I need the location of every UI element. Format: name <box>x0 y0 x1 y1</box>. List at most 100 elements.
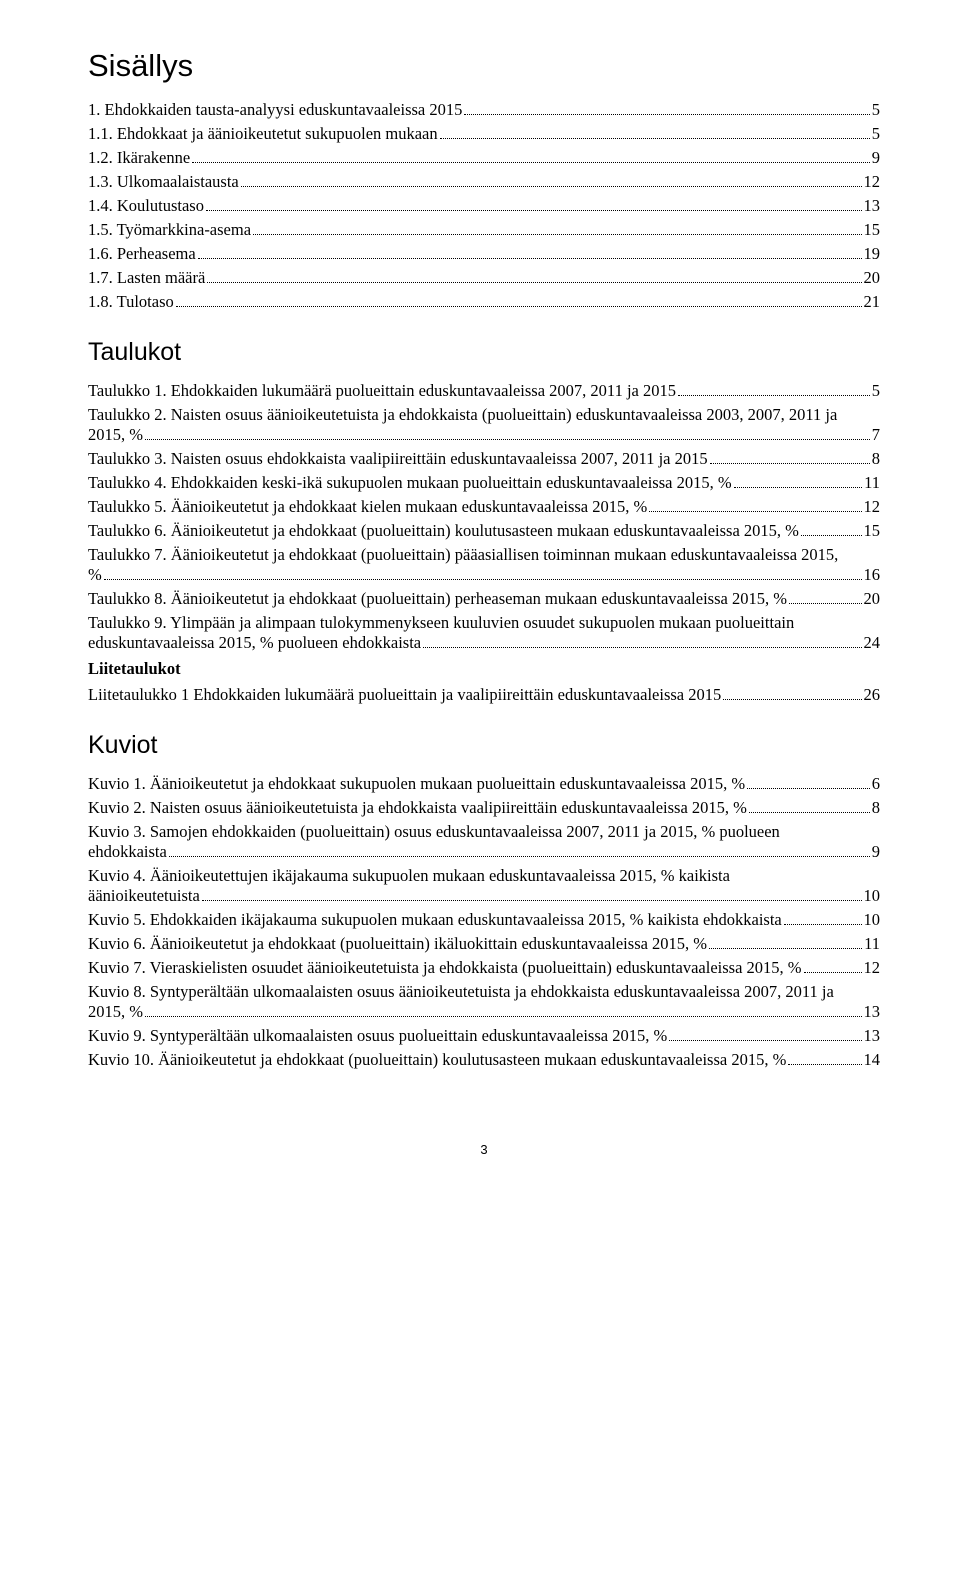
toc-page: 7 <box>872 425 880 445</box>
toc-page: 5 <box>872 100 880 120</box>
toc-label: 1.5. Työmarkkina-asema <box>88 220 251 240</box>
toc-label: Taulukko 9. Ylimpään ja alimpaan tulokym… <box>88 613 880 633</box>
toc-entry: Kuvio 8. Syntyperältään ulkomaalaisten o… <box>88 982 880 1022</box>
toc-entry: 1.4. Koulutustaso 13 <box>88 196 880 216</box>
toc-label: 1.6. Perheasema <box>88 244 196 264</box>
toc-page: 14 <box>864 1050 881 1070</box>
toc-dots <box>723 699 861 700</box>
toc-dots <box>669 1040 861 1041</box>
toc-label: 1.2. Ikärakenne <box>88 148 190 168</box>
toc-entry: Taulukko 5. Äänioikeutetut ja ehdokkaat … <box>88 497 880 517</box>
toc-dots <box>440 138 870 139</box>
toc-dots <box>710 463 870 464</box>
toc-entry: Kuvio 6. Äänioikeutetut ja ehdokkaat (pu… <box>88 934 880 954</box>
toc-label: Kuvio 9. Syntyperältään ulkomaalaisten o… <box>88 1026 667 1046</box>
title-taulukot: Taulukot <box>88 338 880 367</box>
toc-dots <box>169 856 870 857</box>
toc-dots <box>241 186 862 187</box>
toc-label: Taulukko 6. Äänioikeutetut ja ehdokkaat … <box>88 521 799 541</box>
toc-dots <box>464 114 869 115</box>
toc-page: 26 <box>864 685 881 705</box>
toc-page: 15 <box>864 521 881 541</box>
toc-label: Liitetaulukko 1 Ehdokkaiden lukumäärä pu… <box>88 685 721 705</box>
toc-label: Taulukko 2. Naisten osuus äänioikeutetui… <box>88 405 880 425</box>
toc-entry: 1.3. Ulkomaalaistausta 12 <box>88 172 880 192</box>
toc-page: 11 <box>864 934 880 954</box>
toc-kuviot: Kuvio 1. Äänioikeutetut ja ehdokkaat suk… <box>88 774 880 1070</box>
toc-dots <box>804 972 862 973</box>
toc-page: 20 <box>864 268 881 288</box>
toc-page: 10 <box>864 910 881 930</box>
toc-entry: Kuvio 1. Äänioikeutetut ja ehdokkaat suk… <box>88 774 880 794</box>
toc-dots <box>747 788 870 789</box>
toc-label-cont: 2015, % <box>88 425 143 445</box>
toc-page: 13 <box>864 196 881 216</box>
toc-entry: Taulukko 3. Naisten osuus ehdokkaista va… <box>88 449 880 469</box>
toc-label: Kuvio 2. Naisten osuus äänioikeutetuista… <box>88 798 747 818</box>
toc-entry: 1. Ehdokkaiden tausta-analyysi eduskunta… <box>88 100 880 120</box>
toc-page: 6 <box>872 774 880 794</box>
toc-dots <box>202 900 862 901</box>
toc-entry: Taulukko 4. Ehdokkaiden keski-ikä sukupu… <box>88 473 880 493</box>
toc-dots <box>198 258 862 259</box>
toc-entry: 1.2. Ikärakenne 9 <box>88 148 880 168</box>
toc-page: 8 <box>872 798 880 818</box>
toc-entry: 1.6. Perheasema 19 <box>88 244 880 264</box>
toc-liitetaulukot: Liitetaulukko 1 Ehdokkaiden lukumäärä pu… <box>88 685 880 705</box>
toc-label-cont: äänioikeutetuista <box>88 886 200 906</box>
toc-dots <box>649 511 861 512</box>
toc-entry: Liitetaulukko 1 Ehdokkaiden lukumäärä pu… <box>88 685 880 705</box>
toc-label: Kuvio 3. Samojen ehdokkaiden (puolueitta… <box>88 822 880 842</box>
toc-entry: 1.7. Lasten määrä 20 <box>88 268 880 288</box>
toc-label: 1.1. Ehdokkaat ja äänioikeutetut sukupuo… <box>88 124 438 144</box>
toc-page: 10 <box>864 886 881 906</box>
toc-label: 1.3. Ulkomaalaistausta <box>88 172 239 192</box>
title-kuviot: Kuviot <box>88 731 880 760</box>
toc-page: 21 <box>864 292 881 312</box>
toc-dots <box>192 162 870 163</box>
toc-entry: Kuvio 7. Vieraskielisten osuudet äänioik… <box>88 958 880 978</box>
toc-entry: 1.8. Tulotaso 21 <box>88 292 880 312</box>
toc-dots <box>145 1016 862 1017</box>
toc-dots <box>678 395 870 396</box>
toc-dots <box>734 487 863 488</box>
toc-dots <box>749 812 870 813</box>
toc-page: 24 <box>864 633 881 653</box>
toc-dots <box>176 306 862 307</box>
toc-page: 13 <box>864 1002 881 1022</box>
toc-entry: Kuvio 4. Äänioikeutettujen ikäjakauma su… <box>88 866 880 906</box>
toc-label: 1.4. Koulutustaso <box>88 196 204 216</box>
title-sisallys: Sisällys <box>88 48 880 84</box>
toc-label: Kuvio 7. Vieraskielisten osuudet äänioik… <box>88 958 802 978</box>
title-liitetaulukot: Liitetaulukot <box>88 659 880 679</box>
toc-page: 9 <box>872 842 880 862</box>
toc-page: 20 <box>864 589 881 609</box>
toc-page: 12 <box>864 172 881 192</box>
toc-entry: Kuvio 3. Samojen ehdokkaiden (puolueitta… <box>88 822 880 862</box>
toc-page: 9 <box>872 148 880 168</box>
toc-label: Taulukko 1. Ehdokkaiden lukumäärä puolue… <box>88 381 676 401</box>
toc-dots <box>801 535 862 536</box>
toc-label: Kuvio 1. Äänioikeutetut ja ehdokkaat suk… <box>88 774 745 794</box>
toc-label: Kuvio 6. Äänioikeutetut ja ehdokkaat (pu… <box>88 934 707 954</box>
toc-dots <box>788 1064 861 1065</box>
toc-page: 16 <box>864 565 881 585</box>
toc-label-cont: ehdokkaista <box>88 842 167 862</box>
toc-dots <box>206 210 862 211</box>
toc-entry: Taulukko 6. Äänioikeutetut ja ehdokkaat … <box>88 521 880 541</box>
toc-dots <box>145 439 870 440</box>
toc-label: 1.8. Tulotaso <box>88 292 174 312</box>
document-page: Sisällys 1. Ehdokkaiden tausta-analyysi … <box>0 0 960 1197</box>
toc-page: 11 <box>864 473 880 493</box>
toc-entry: 1.1. Ehdokkaat ja äänioikeutetut sukupuo… <box>88 124 880 144</box>
toc-page: 5 <box>872 381 880 401</box>
toc-label: Taulukko 5. Äänioikeutetut ja ehdokkaat … <box>88 497 647 517</box>
toc-entry: Kuvio 2. Naisten osuus äänioikeutetuista… <box>88 798 880 818</box>
toc-label: Taulukko 3. Naisten osuus ehdokkaista va… <box>88 449 708 469</box>
toc-dots <box>784 924 862 925</box>
toc-label-cont: 2015, % <box>88 1002 143 1022</box>
toc-label: Taulukko 4. Ehdokkaiden keski-ikä sukupu… <box>88 473 732 493</box>
toc-entry: Kuvio 9. Syntyperältään ulkomaalaisten o… <box>88 1026 880 1046</box>
toc-entry: Taulukko 2. Naisten osuus äänioikeutetui… <box>88 405 880 445</box>
toc-label-cont: % <box>88 565 102 585</box>
